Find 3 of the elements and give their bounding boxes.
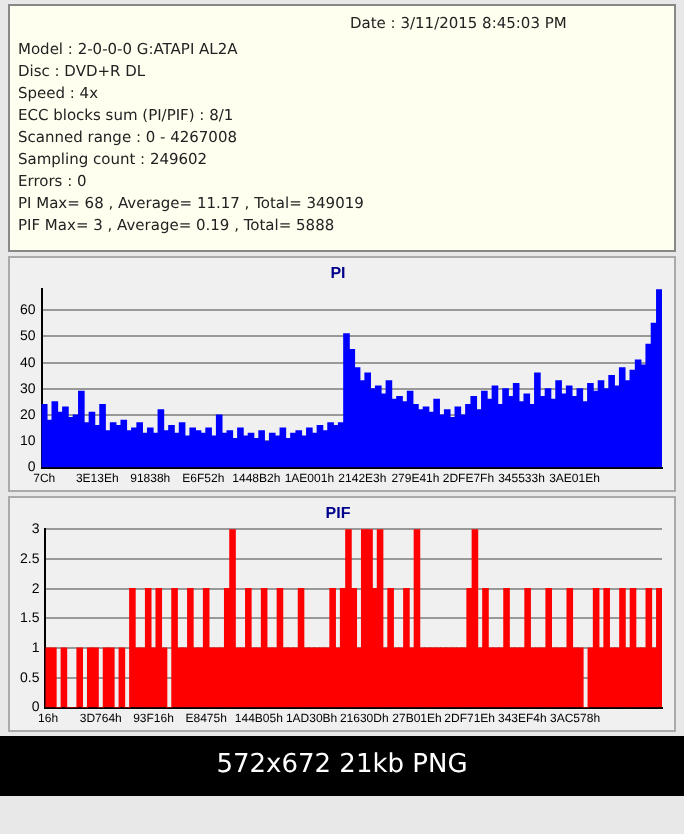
- text: 572x672 21kb PNG: [0, 736, 684, 796]
- chart-title: PIF: [325, 504, 351, 523]
- chart-title: PI: [330, 264, 346, 283]
